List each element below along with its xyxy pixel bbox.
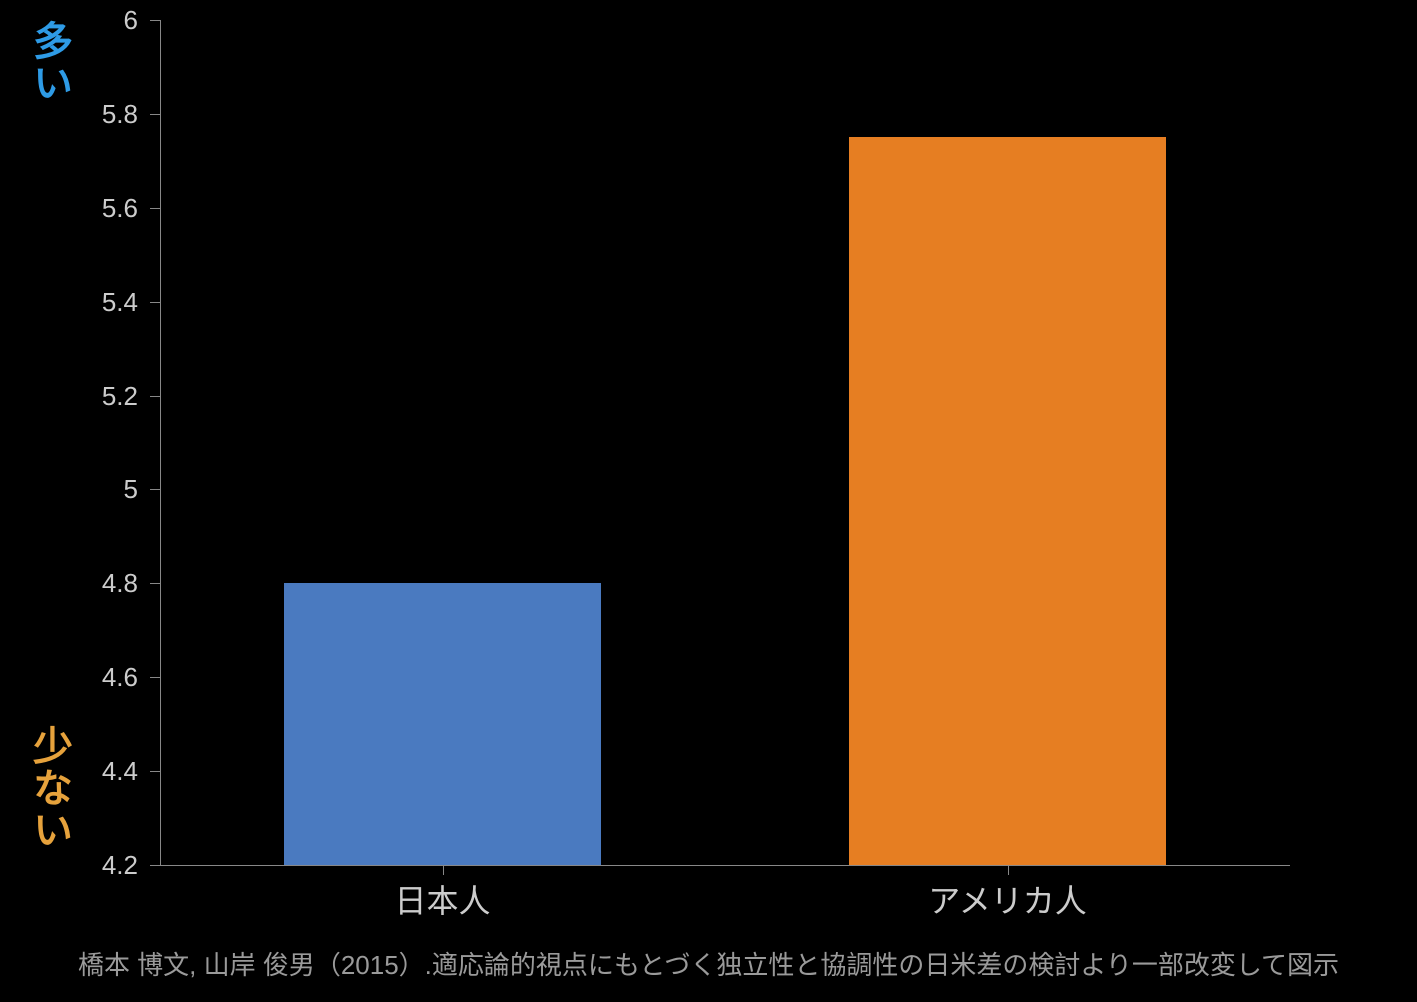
y-tick-label: 4.2 <box>0 852 138 878</box>
y-tick-mark <box>150 865 160 866</box>
y-tick-mark <box>150 677 160 678</box>
y-qualitative-label-low: 少ない <box>20 725 78 851</box>
y-tick-mark <box>150 114 160 115</box>
x-axis-line <box>160 865 1290 866</box>
y-tick-label: 5.8 <box>0 101 138 127</box>
x-category-label: アメリカ人 <box>725 885 1290 917</box>
y-axis-line <box>160 20 161 865</box>
bar-アメリカ人 <box>849 137 1165 865</box>
y-tick-label: 5 <box>0 476 138 502</box>
y-tick-label: 4.8 <box>0 570 138 596</box>
y-tick-label: 5.4 <box>0 289 138 315</box>
y-tick-label: 5.6 <box>0 195 138 221</box>
x-category-label: 日本人 <box>160 885 725 917</box>
y-qualitative-label-high: 多い <box>20 20 78 104</box>
y-tick-mark <box>150 489 160 490</box>
x-tick-mark <box>1008 865 1009 875</box>
y-tick-mark <box>150 396 160 397</box>
bar-日本人 <box>284 583 600 865</box>
bar-chart: 4.24.44.64.855.25.45.65.86 日本人アメリカ人 多い 少… <box>0 0 1417 1002</box>
chart-caption: 橋本 博文, 山岸 俊男（2015）.適応論的視点にもとづく独立性と協調性の日米… <box>0 945 1417 982</box>
y-tick-mark <box>150 583 160 584</box>
y-tick-mark <box>150 771 160 772</box>
y-tick-label: 4.6 <box>0 664 138 690</box>
y-tick-mark <box>150 20 160 21</box>
y-tick-label: 5.2 <box>0 383 138 409</box>
y-tick-mark <box>150 208 160 209</box>
x-tick-mark <box>443 865 444 875</box>
y-tick-mark <box>150 302 160 303</box>
